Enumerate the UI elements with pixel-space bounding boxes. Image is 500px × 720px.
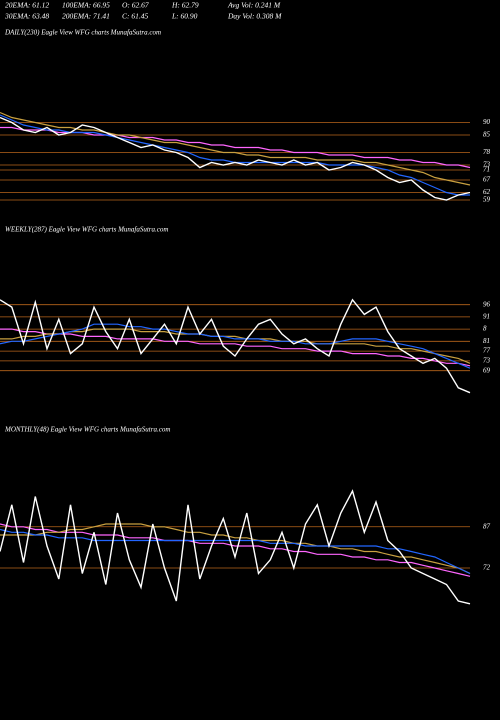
level-label: 73 xyxy=(483,161,491,169)
header-stat: 100EMA: 66.95 xyxy=(62,1,110,10)
price-line xyxy=(0,126,471,169)
level-label: 59 xyxy=(483,196,491,204)
header-stat: Day Vol: 0.308 M xyxy=(227,12,282,21)
level-label: 85 xyxy=(483,131,491,139)
panel-title: DAILY(230) Eagle View WFG charts MunafaS… xyxy=(4,29,161,37)
level-label: 73 xyxy=(483,356,491,364)
level-label: 62 xyxy=(483,188,491,196)
header-stat: 200EMA: 71.41 xyxy=(62,12,110,21)
level-label: 87 xyxy=(483,522,491,530)
price-line xyxy=(0,328,471,364)
price-line xyxy=(0,323,471,369)
header-stat: 30EMA: 63.48 xyxy=(4,12,49,21)
price-line xyxy=(0,116,471,201)
header-stat: Avg Vol: 0.241 M xyxy=(227,1,281,10)
panel-title: MONTHLY(48) Eagle View WFG charts Munafa… xyxy=(4,426,170,434)
price-line xyxy=(0,328,471,367)
level-label: 77 xyxy=(483,347,491,355)
header-stat: H: 62.79 xyxy=(171,1,199,10)
level-label: 69 xyxy=(483,366,491,374)
price-line xyxy=(0,298,471,394)
price-line xyxy=(0,523,471,577)
price-line xyxy=(0,111,471,186)
price-line xyxy=(0,528,471,575)
level-label: 71 xyxy=(483,166,490,174)
header-stat: 20EMA: 61.12 xyxy=(5,1,49,10)
header-stat: C: 61.45 xyxy=(122,12,149,21)
level-label: 67 xyxy=(483,176,491,184)
price-line xyxy=(0,523,471,575)
header-stat: L: 60.90 xyxy=(171,12,198,21)
level-label: 91 xyxy=(483,312,490,320)
panel-title: WEEKLY(287) Eagle View WFG charts Munafa… xyxy=(5,226,168,234)
level-label: 96 xyxy=(483,300,491,308)
level-label: 78 xyxy=(483,148,491,156)
level-label: 8 xyxy=(483,325,487,333)
level-label: 72 xyxy=(483,564,491,572)
header-stat: O: 62.67 xyxy=(122,1,149,10)
price-line xyxy=(0,489,471,605)
level-label: 81 xyxy=(483,337,490,345)
level-label: 90 xyxy=(483,118,491,126)
